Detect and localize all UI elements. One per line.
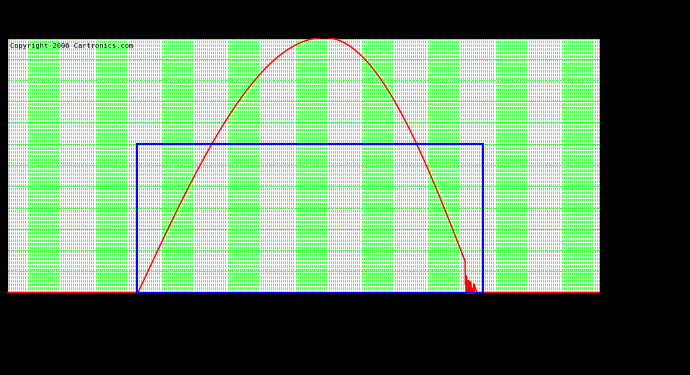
Text: Copyright 2006 Cartronics.com: Copyright 2006 Cartronics.com <box>10 43 133 49</box>
Bar <box>137 144 483 292</box>
Text: Solar Radiation & Day Average per Minute W/m2 (Today) 20060715: Solar Radiation & Day Average per Minute… <box>68 11 540 24</box>
